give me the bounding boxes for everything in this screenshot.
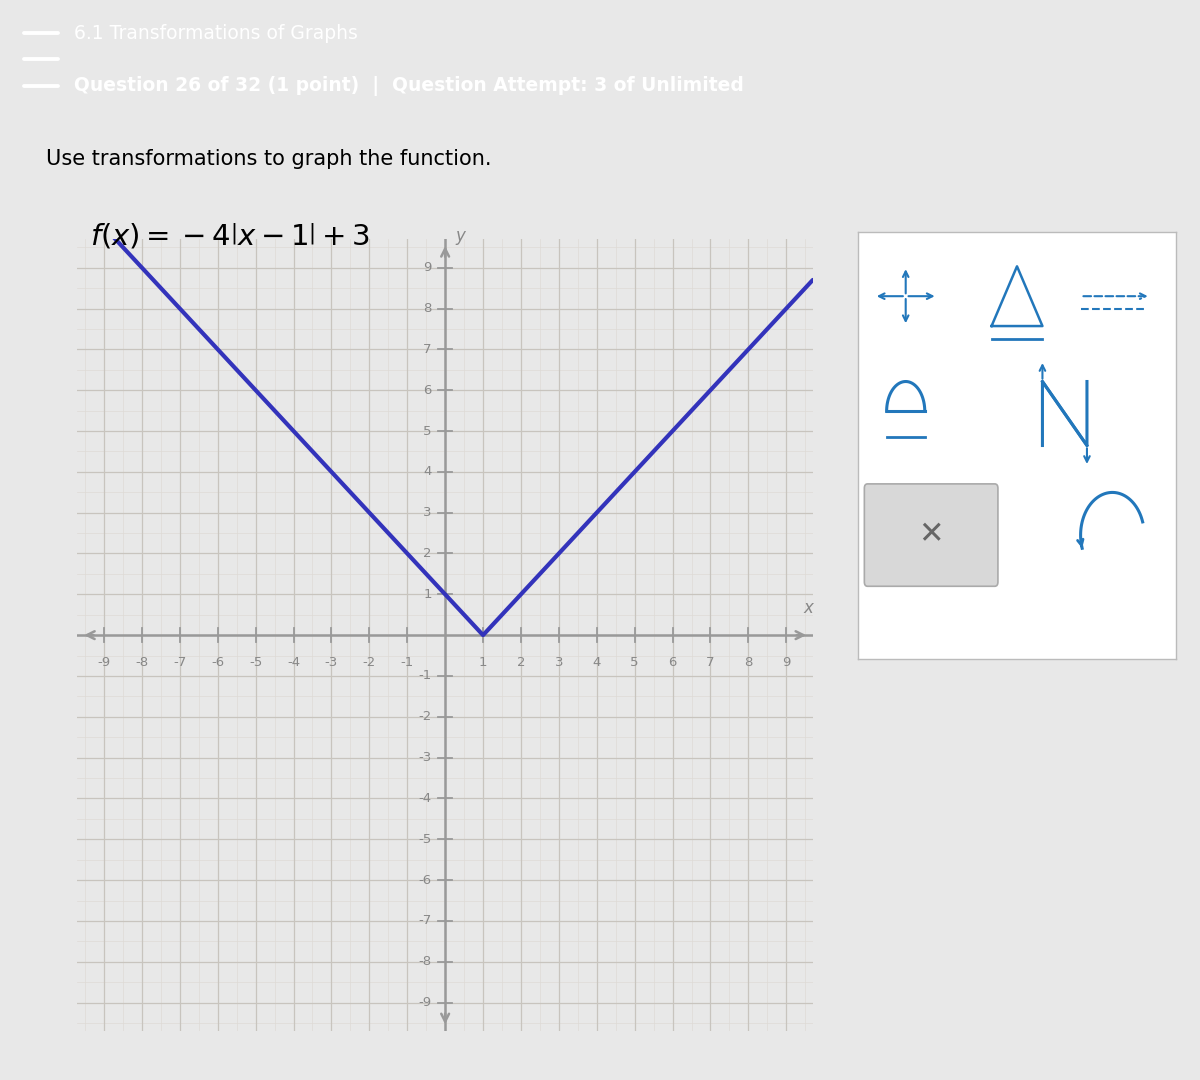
Text: 9: 9 [424,261,432,274]
Text: Use transformations to graph the function.: Use transformations to graph the functio… [46,149,491,170]
Text: 4: 4 [593,657,601,670]
Text: 3: 3 [424,507,432,519]
Text: 1: 1 [479,657,487,670]
Text: 2: 2 [424,546,432,561]
Text: -7: -7 [173,657,186,670]
Text: ✕: ✕ [918,521,944,550]
Text: 1: 1 [424,588,432,600]
FancyBboxPatch shape [864,484,998,586]
Text: -9: -9 [419,996,432,1009]
Text: 9: 9 [782,657,791,670]
Text: -5: -5 [419,833,432,846]
Text: 2: 2 [517,657,526,670]
Text: y: y [456,227,466,245]
Text: x: x [803,598,814,617]
Text: -8: -8 [419,956,432,969]
Text: 3: 3 [554,657,563,670]
Text: 6: 6 [424,383,432,396]
Text: -6: -6 [419,874,432,887]
Text: -5: -5 [250,657,263,670]
Text: 7: 7 [424,342,432,355]
Text: -2: -2 [419,711,432,724]
Text: -1: -1 [401,657,414,670]
Text: -1: -1 [419,670,432,683]
Text: -3: -3 [325,657,338,670]
Text: 4: 4 [424,465,432,478]
Text: $f(x)=-4\left|x-1\right|+3$: $f(x)=-4\left|x-1\right|+3$ [90,221,370,251]
Text: -4: -4 [287,657,300,670]
Text: 5: 5 [630,657,638,670]
Text: -4: -4 [419,792,432,805]
Text: Question 26 of 32 (1 point)  |  Question Attempt: 3 of Unlimited: Question 26 of 32 (1 point) | Question A… [74,76,744,95]
Text: 7: 7 [707,657,715,670]
Text: 6.1 Transformations of Graphs: 6.1 Transformations of Graphs [74,24,359,43]
Text: -7: -7 [419,915,432,928]
Text: 8: 8 [744,657,752,670]
Text: -2: -2 [362,657,376,670]
Text: 5: 5 [424,424,432,437]
Text: 6: 6 [668,657,677,670]
Text: -6: -6 [211,657,224,670]
Text: -9: -9 [97,657,110,670]
Text: 8: 8 [424,302,432,315]
Text: -3: -3 [419,751,432,765]
Text: -8: -8 [136,657,149,670]
